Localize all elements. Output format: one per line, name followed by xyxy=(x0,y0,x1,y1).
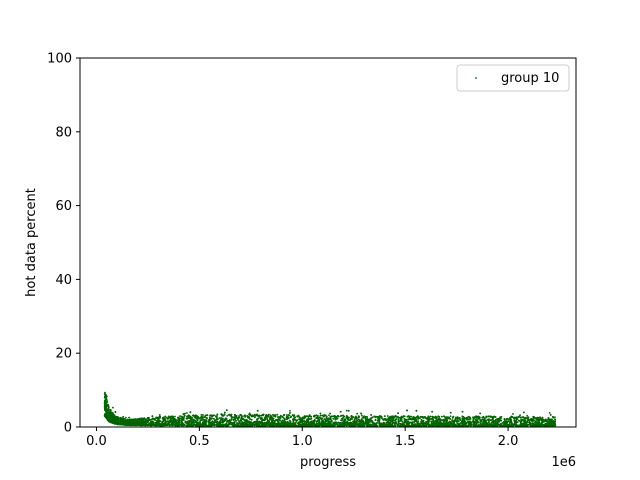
data-point xyxy=(226,414,229,417)
data-point xyxy=(122,415,125,418)
data-point xyxy=(519,414,521,417)
data-point xyxy=(398,424,401,427)
data-point xyxy=(105,403,108,406)
data-point xyxy=(250,418,253,421)
data-point xyxy=(185,412,188,414)
data-point xyxy=(342,420,345,423)
data-point xyxy=(213,422,215,424)
data-point xyxy=(106,395,108,398)
data-point xyxy=(554,418,557,421)
data-point xyxy=(449,415,452,418)
data-point xyxy=(523,420,525,423)
data-point xyxy=(541,420,544,423)
data-point xyxy=(395,421,397,423)
data-point xyxy=(383,415,386,418)
data-point xyxy=(145,418,147,421)
data-point xyxy=(158,414,161,416)
data-point xyxy=(261,413,264,416)
data-point xyxy=(419,422,422,425)
data-point xyxy=(201,416,204,418)
data-point xyxy=(104,395,106,398)
data-point xyxy=(429,415,432,418)
data-point xyxy=(538,420,540,423)
data-point xyxy=(361,416,364,419)
data-point xyxy=(397,422,400,425)
data-point xyxy=(162,420,164,423)
data-point xyxy=(202,414,204,416)
data-point xyxy=(204,416,206,418)
data-point xyxy=(332,417,335,420)
data-point xyxy=(112,406,114,409)
data-point xyxy=(328,414,330,417)
data-point xyxy=(225,409,228,411)
data-point xyxy=(339,410,342,413)
data-point xyxy=(230,413,233,416)
data-point xyxy=(182,413,185,415)
data-point xyxy=(105,416,108,418)
data-point xyxy=(451,420,454,423)
data-point xyxy=(345,409,348,412)
data-point xyxy=(512,413,514,415)
data-point xyxy=(315,414,318,417)
data-point xyxy=(260,414,262,417)
data-point xyxy=(223,411,226,414)
data-point xyxy=(272,413,274,416)
data-point xyxy=(397,412,399,414)
data-point xyxy=(285,414,288,416)
data-point xyxy=(174,415,176,418)
data-point xyxy=(103,407,106,410)
data-point xyxy=(223,413,226,416)
data-point xyxy=(319,414,322,417)
data-point xyxy=(251,415,253,418)
data-point xyxy=(386,415,389,417)
data-point xyxy=(103,393,106,396)
data-point xyxy=(103,396,106,399)
data-point xyxy=(500,419,502,422)
data-point xyxy=(366,416,369,418)
data-point xyxy=(269,416,271,419)
data-point xyxy=(401,420,404,423)
data-point xyxy=(192,414,194,417)
data-point xyxy=(476,419,479,421)
data-point xyxy=(548,411,551,414)
data-point xyxy=(107,407,110,409)
data-point xyxy=(155,417,158,420)
data-point xyxy=(356,412,359,415)
data-point xyxy=(109,409,112,412)
data-point xyxy=(258,414,261,417)
data-point xyxy=(200,414,203,416)
data-point xyxy=(479,412,482,415)
data-points xyxy=(103,391,557,427)
data-point xyxy=(415,409,418,412)
data-point xyxy=(289,410,291,412)
data-point xyxy=(230,418,233,421)
data-point xyxy=(403,415,406,418)
data-point xyxy=(347,409,350,412)
data-point xyxy=(107,405,110,407)
data-point xyxy=(554,416,556,419)
data-point xyxy=(124,416,127,419)
data-point xyxy=(319,412,322,415)
data-point xyxy=(431,415,434,418)
data-point xyxy=(242,415,244,418)
data-point xyxy=(393,416,396,419)
data-point xyxy=(105,412,107,415)
data-point xyxy=(295,424,298,427)
